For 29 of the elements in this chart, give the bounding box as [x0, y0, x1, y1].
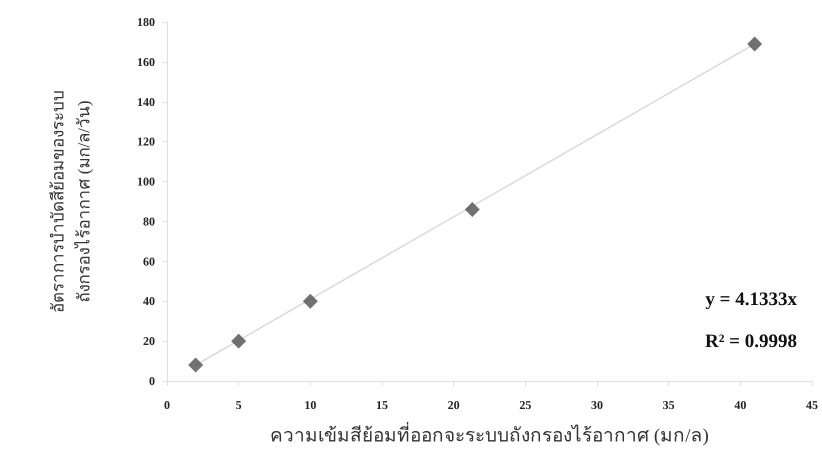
annotation: y = 4.1333x	[705, 289, 798, 310]
y-tick-label: 140	[137, 94, 155, 109]
x-tick-label: 35	[662, 398, 675, 412]
annotation: R² = 0.9998	[705, 331, 798, 352]
y-tick-label: 60	[143, 254, 155, 268]
point	[747, 36, 762, 52]
point	[188, 358, 204, 373]
x-tick-label: 25	[519, 398, 532, 412]
y-tick-label: 160	[137, 54, 155, 69]
y-tick-label: 100	[137, 174, 155, 189]
y-tick-label: 80	[143, 214, 155, 228]
y-tick-label: 180	[137, 15, 155, 29]
x-tick-label: 5	[236, 398, 242, 412]
point	[464, 202, 480, 217]
x-tick-label: 30	[591, 398, 603, 412]
y-axis-title: อัตราการบำบัดสีย้อมของระบบ ถังกรองไร้อากาศ (มก/ล/วัน)	[48, 90, 94, 313]
x-tick-label: 15	[376, 398, 388, 412]
x-tick-label: 10	[304, 398, 316, 412]
y-tick-label: 40	[143, 294, 155, 308]
x-tick-label: 20	[448, 398, 460, 412]
point	[231, 334, 246, 349]
x-axis-title: ความเข้มสีย้อมที่ออกจะระบบถังกรองไร้อากาศ (มก/ล)	[270, 422, 709, 446]
y-tick-label: 0	[149, 374, 155, 388]
y-tick-label: 120	[137, 134, 155, 149]
x-tick-label: 40	[734, 398, 746, 412]
point	[302, 294, 318, 309]
x-tick-label: 45	[806, 398, 818, 412]
y-tick-label: 20	[143, 334, 155, 348]
x-tick-label: 0	[164, 398, 170, 412]
